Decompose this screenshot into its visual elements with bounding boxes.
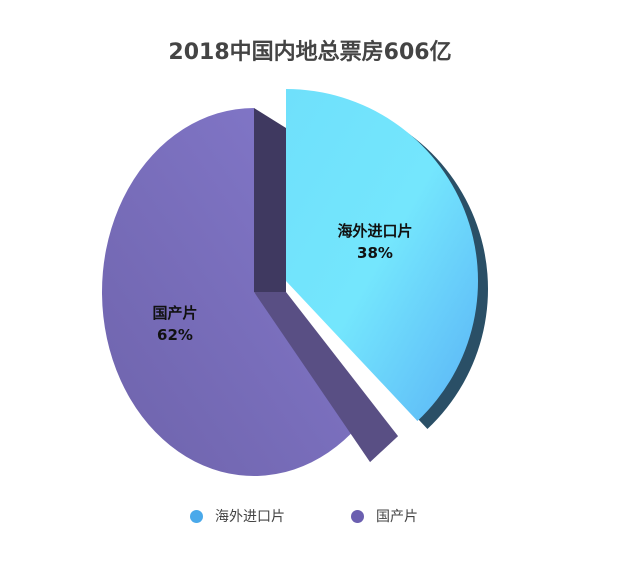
slice-side-face xyxy=(254,292,399,463)
legend-label: 海外进口片 xyxy=(215,509,285,525)
pie-slice-imported xyxy=(286,89,478,421)
legend-dot xyxy=(351,509,364,523)
slice-percent: 62% xyxy=(157,326,193,344)
legend-item-domestic[interactable]: 国产片 xyxy=(351,506,418,526)
slice-label-domestic: 国产片 62% xyxy=(130,302,220,346)
slice-side-face xyxy=(254,108,286,292)
legend-dot xyxy=(190,509,203,523)
legend-item-imported[interactable]: 海外进口片 xyxy=(190,506,285,526)
legend-label: 国产片 xyxy=(376,509,418,525)
pie-slice-domestic xyxy=(101,108,359,476)
chart-title: 2018中国内地总票房606亿 xyxy=(168,40,452,65)
slice-percent: 38% xyxy=(357,244,393,262)
slice-label-imported: 海外进口片 38% xyxy=(320,220,430,264)
slice-name: 国产片 xyxy=(152,304,198,322)
slice-name: 海外进口片 xyxy=(337,222,413,240)
